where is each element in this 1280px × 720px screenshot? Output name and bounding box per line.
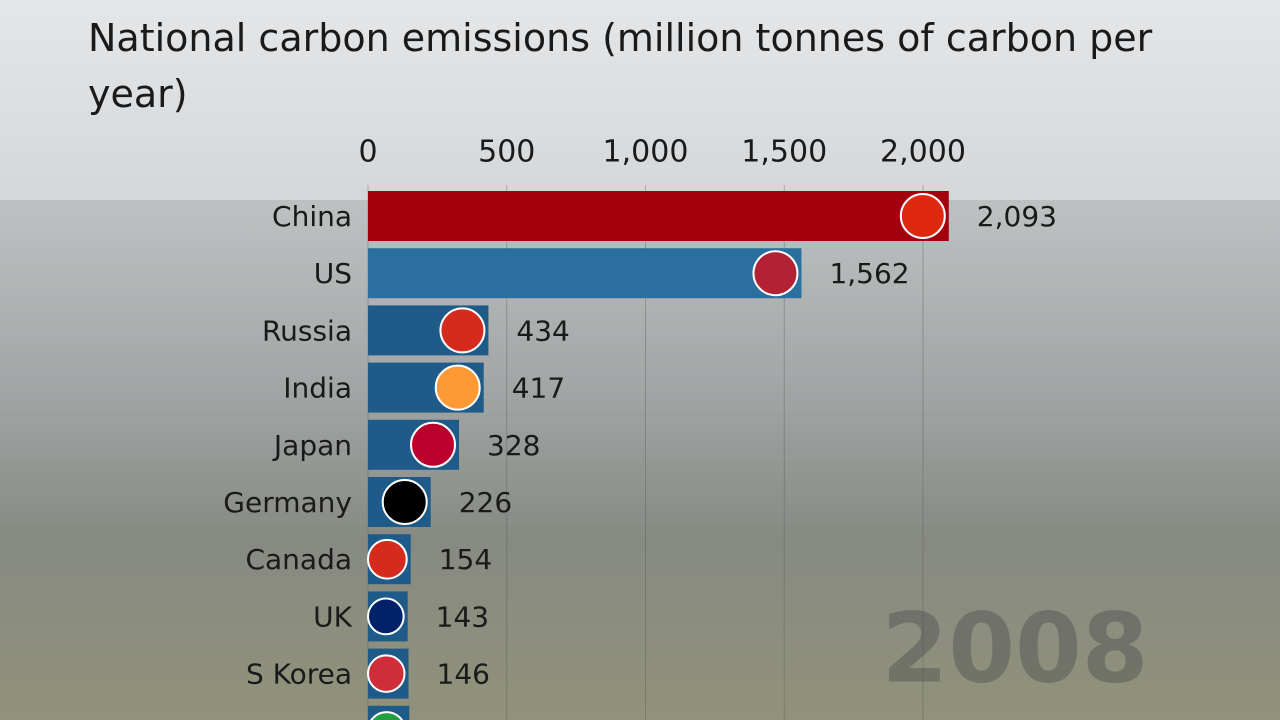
bar: [368, 248, 802, 299]
chart-title: National carbon emissions (million tonne…: [88, 16, 1153, 116]
x-tick-label: 500: [478, 135, 535, 170]
category-label: Russia: [262, 314, 352, 347]
category-label: S Korea: [246, 658, 352, 691]
value-label: 226: [459, 486, 512, 519]
flag: [899, 193, 946, 239]
flag: [370, 711, 404, 720]
value-label: 154: [439, 543, 492, 576]
x-tick-label: 0: [358, 135, 377, 170]
value-label: 143: [436, 600, 489, 633]
value-label: 328: [487, 429, 540, 462]
flag: [434, 364, 481, 411]
flag: [752, 250, 799, 297]
x-tick-label: 1,000: [603, 135, 689, 170]
category-label: UK: [313, 600, 352, 633]
category-label: Canada: [245, 543, 352, 576]
value-label: 149: [437, 715, 490, 720]
x-tick-label: 1,500: [741, 135, 827, 170]
flag: [367, 538, 408, 580]
category-label: Iran: [297, 715, 352, 720]
value-label: 146: [437, 658, 490, 691]
flag: [367, 597, 405, 636]
category-label: India: [283, 372, 352, 405]
value-label: 417: [512, 372, 565, 405]
value-label: 1,562: [829, 257, 909, 290]
category-label: Japan: [272, 429, 352, 462]
flag: [410, 421, 457, 468]
x-tick-label: 2,000: [880, 135, 966, 170]
category-label: China: [272, 200, 352, 233]
category-label: US: [314, 257, 352, 290]
bar: [368, 191, 949, 241]
flag: [381, 479, 428, 525]
flag: [439, 307, 486, 354]
flag: [367, 654, 406, 693]
value-label: 2,093: [977, 200, 1057, 233]
year-label: 2008: [881, 592, 1148, 704]
value-label: 434: [516, 314, 569, 347]
category-label: Germany: [223, 486, 352, 519]
